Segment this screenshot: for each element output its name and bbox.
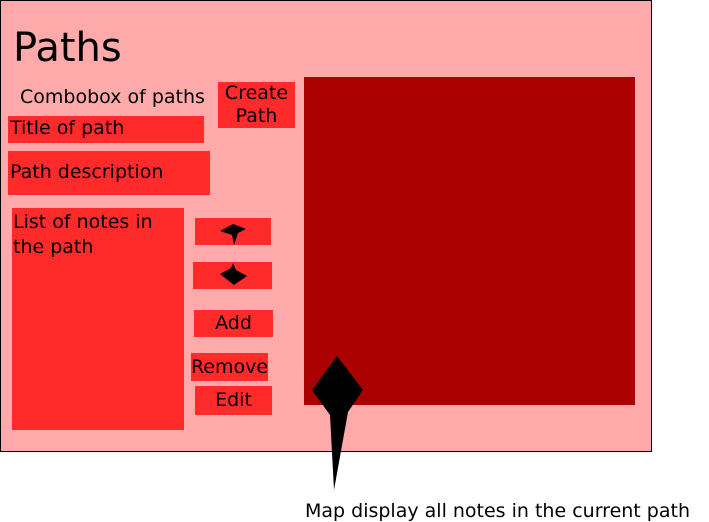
notes-list[interactable]: List of notes in the path [12,208,184,430]
create-path-button[interactable]: Create Path [218,82,295,128]
path-description-label: Path description [10,161,164,183]
add-note-button-label: Add [215,312,252,335]
edit-note-button-label: Edit [215,389,252,412]
page-title: Paths [13,25,122,71]
remove-note-button[interactable]: Remove [191,353,268,381]
create-path-button-label: Create Path [224,82,289,127]
edit-note-button[interactable]: Edit [195,386,272,415]
callout-arrow-icon [312,356,363,490]
notes-list-label: List of notes in the path [13,211,153,258]
arrow-down-icon [220,263,247,285]
map-display[interactable] [304,77,635,405]
add-note-button[interactable]: Add [194,310,273,337]
arrow-up-icon [220,224,246,245]
path-description-field[interactable]: Path description [8,151,210,195]
path-combobox[interactable]: Combobox of paths [20,86,205,108]
remove-note-button-label: Remove [190,355,269,378]
path-title-label: Title of path [10,117,125,139]
path-title-field[interactable]: Title of path [8,116,204,143]
map-annotation: Map display all notes in the current pat… [305,500,690,522]
